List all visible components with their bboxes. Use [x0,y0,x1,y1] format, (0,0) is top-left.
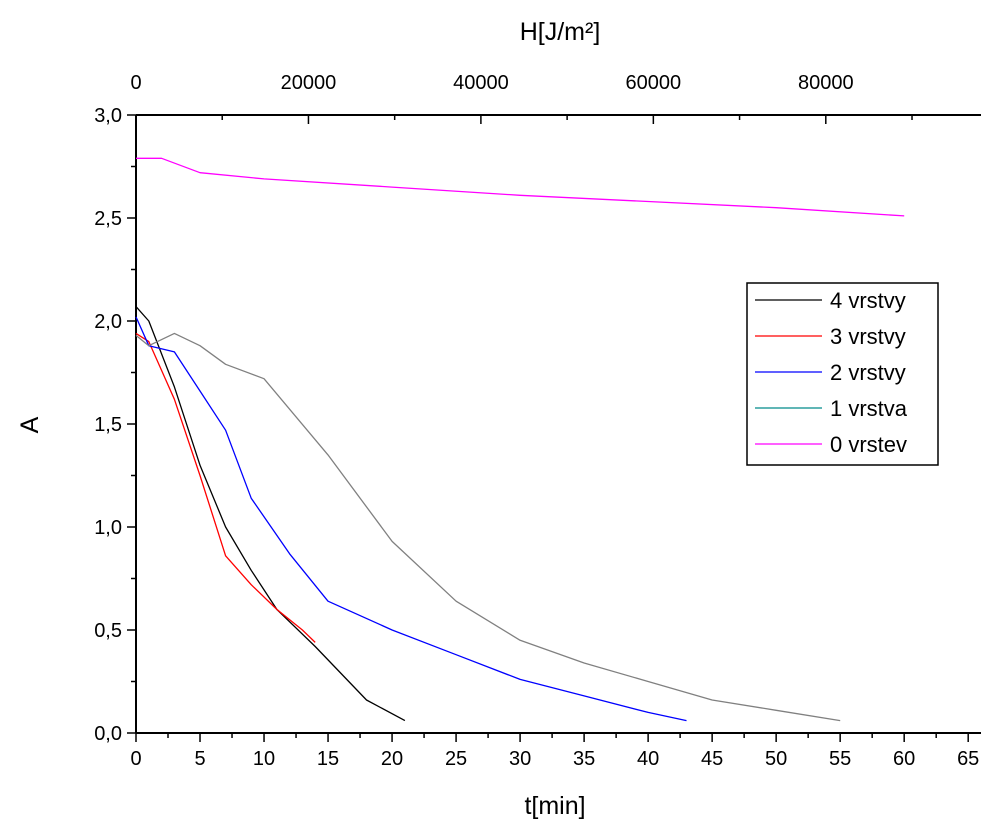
legend-label-2-vrstvy: 2 vrstvy [830,360,906,385]
x-tick-label: 55 [829,748,851,770]
x-tick-label: 65 [957,748,979,770]
y-tick-label: 2,5 [94,208,122,230]
x-tick-label: 15 [317,748,339,770]
x-tick-label: 25 [445,748,467,770]
x-tick-label: 30 [509,748,531,770]
legend-label-4-vrstvy: 4 vrstvy [830,288,906,313]
legend: 4 vrstvy 3 vrstvy 2 vrstvy 1 vrstva 0 vrstev [747,283,938,465]
legend-label-3-vrstvy: 3 vrstvy [830,324,906,349]
y-tick-label: 0,5 [94,620,122,642]
x-tick-label: 10 [253,748,275,770]
top-tick-label: 40000 [453,72,509,94]
x-tick-label: 60 [893,748,915,770]
x-tick-label: 0 [130,748,141,770]
x-tick-label: 40 [637,748,659,770]
top-tick-label: 80000 [798,72,854,94]
y-tick-label: 1,5 [94,414,122,436]
x-tick-label: 45 [701,748,723,770]
y-tick-label: 1,0 [94,517,122,539]
x-tick-label: 35 [573,748,595,770]
legend-label-0-vrstev: 0 vrstev [830,432,907,457]
top-tick-label: 60000 [626,72,682,94]
y-tick-label: 3,0 [94,105,122,127]
y-axis-title: A [16,416,44,433]
y-tick-label: 2,0 [94,311,122,333]
x-axis-title: t[min] [524,792,585,820]
x-tick-label: 5 [194,748,205,770]
x-tick-label: 50 [765,748,787,770]
legend-label-1-vrstva: 1 vrstva [830,396,908,421]
top-tick-label: 20000 [281,72,337,94]
top-axis-title: H[J/m²] [520,18,601,46]
x-tick-label: 20 [381,748,403,770]
y-tick-label: 0,0 [94,723,122,745]
top-tick-label: 0 [130,72,141,94]
